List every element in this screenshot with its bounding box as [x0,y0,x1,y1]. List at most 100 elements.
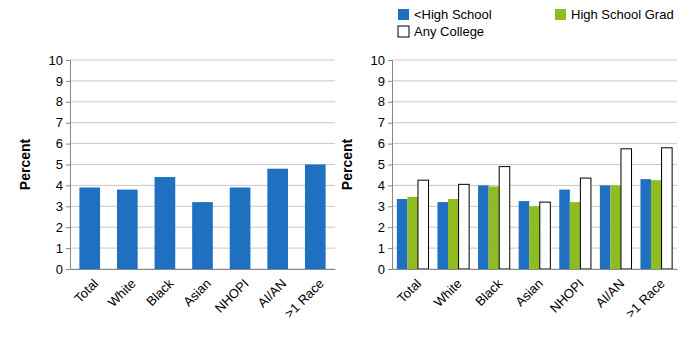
plot-area [397,148,672,269]
tick: 2 [56,220,70,235]
tick-label: 4 [56,178,63,193]
bar [192,202,213,269]
tick: 3 [56,199,70,214]
bar [489,186,500,269]
bar [459,184,470,269]
bar [519,201,530,269]
grid-line [392,60,677,61]
tick-mark [66,81,70,82]
grid-line [70,164,335,165]
tick-label: 2 [56,220,63,235]
bar [621,149,632,269]
bar [662,148,673,269]
plot-area [79,165,325,270]
tick-mark [66,206,70,207]
tick-mark [66,248,70,249]
tick-label: NHOPI [547,276,587,316]
axis-line [66,61,71,270]
bar [540,202,551,269]
bar [407,197,418,269]
axis-title: Percent [339,138,355,190]
tick-mark [66,227,70,228]
tick: >1 Race [282,269,327,321]
grid-line [70,143,335,144]
tick: Total [394,269,424,306]
tick: 8 [378,94,392,109]
tick-mark [388,165,392,166]
bar [230,187,251,269]
bar [448,199,459,269]
tick: 7 [378,115,392,130]
tick-label: White [105,276,139,310]
bar [397,199,408,269]
tick-label: 1 [56,241,63,256]
tick-mark [66,165,70,166]
chart: 012345678910TotalWhiteBlackAsianNHOPIAI/… [17,53,336,321]
tick-label: 10 [371,53,385,68]
tick-label: 5 [378,157,385,172]
tick: Black [472,269,505,309]
tick: Asian [512,269,546,309]
tick-label: White [431,276,465,310]
chart: 012345678910TotalWhiteBlackAsianNHOPIAI/… [339,7,678,321]
bar [559,190,570,269]
tick: White [431,269,465,310]
tick: 6 [378,136,392,151]
tick-label: 0 [56,262,63,277]
tick: 10 [371,53,392,68]
tick-label: >1 Race [282,276,327,321]
grid-line [392,185,677,186]
legend-label: High School Grad [571,7,674,22]
tick-mark [388,102,392,103]
bar [580,178,591,269]
tick-label: 10 [49,53,63,68]
tick: 4 [378,178,392,193]
tick: 5 [56,157,70,172]
tick-mark [66,185,70,186]
tick-mark [66,102,70,103]
legend-item: <High School [398,7,492,22]
tick-mark [388,227,392,228]
tick: Total [71,269,101,306]
bar [437,202,448,269]
tick-label: 5 [56,157,63,172]
tick: 5 [378,157,392,172]
tick: NHOPI [212,269,252,316]
tick: 0 [56,262,70,277]
tick-mark [66,60,70,61]
tick-mark [66,144,70,145]
tick-label: 3 [56,199,63,214]
bar [610,185,621,269]
tick-label: >1 Race [623,276,668,321]
tick-mark [388,269,392,270]
tick-label: 7 [378,115,385,130]
tick-mark [388,185,392,186]
tick: 4 [56,178,70,193]
bar [499,167,510,269]
tick-label: Black [143,276,176,309]
bar [570,202,581,269]
x-axis: TotalWhiteBlackAsianNHOPIAI/AN>1 Race [393,269,678,321]
chart-canvas: 012345678910TotalWhiteBlackAsianNHOPIAI/… [0,0,692,342]
tick-label: AI/AN [255,276,290,311]
tick: AI/AN [593,269,628,310]
grid-line [70,122,335,123]
y-axis: 012345678910 [49,53,71,277]
tick: AI/AN [255,269,290,310]
grid-line [392,80,677,81]
axis-title: Percent [17,138,33,190]
tick-label: NHOPI [212,276,252,316]
legend-swatch [555,9,566,20]
tick-mark [66,269,70,270]
tick-mark [388,206,392,207]
tick: NHOPI [547,269,587,316]
legend-label: <High School [414,7,492,22]
tick: 2 [378,220,392,235]
legend: <High SchoolHigh School GradAny College [398,7,674,39]
tick-label: 8 [56,94,63,109]
tick: Asian [180,269,214,309]
y-axis: 012345678910 [371,53,393,277]
tick-label: 9 [56,74,63,89]
bar [640,179,651,269]
tick: 3 [378,199,392,214]
